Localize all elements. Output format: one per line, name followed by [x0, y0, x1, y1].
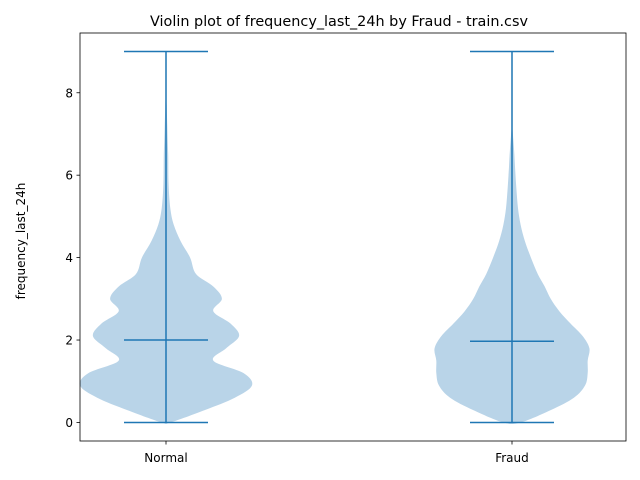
- y-tick-label: 4: [65, 251, 73, 265]
- chart-title: Violin plot of frequency_last_24h by Fra…: [150, 14, 528, 30]
- y-tick-label: 8: [65, 86, 73, 100]
- plot-area: 0 2 4 6 8 Normal Fraud: [65, 32, 627, 465]
- x-tick-label-normal: Normal: [144, 451, 187, 465]
- y-tick-label: 2: [65, 334, 73, 348]
- y-axis-label: frequency_last_24h: [14, 183, 28, 300]
- axes-frame: [79, 32, 627, 442]
- y-tick-label: 6: [65, 169, 73, 183]
- y-tick-label: 0: [65, 416, 73, 430]
- x-tick-label-fraud: Fraud: [495, 451, 529, 465]
